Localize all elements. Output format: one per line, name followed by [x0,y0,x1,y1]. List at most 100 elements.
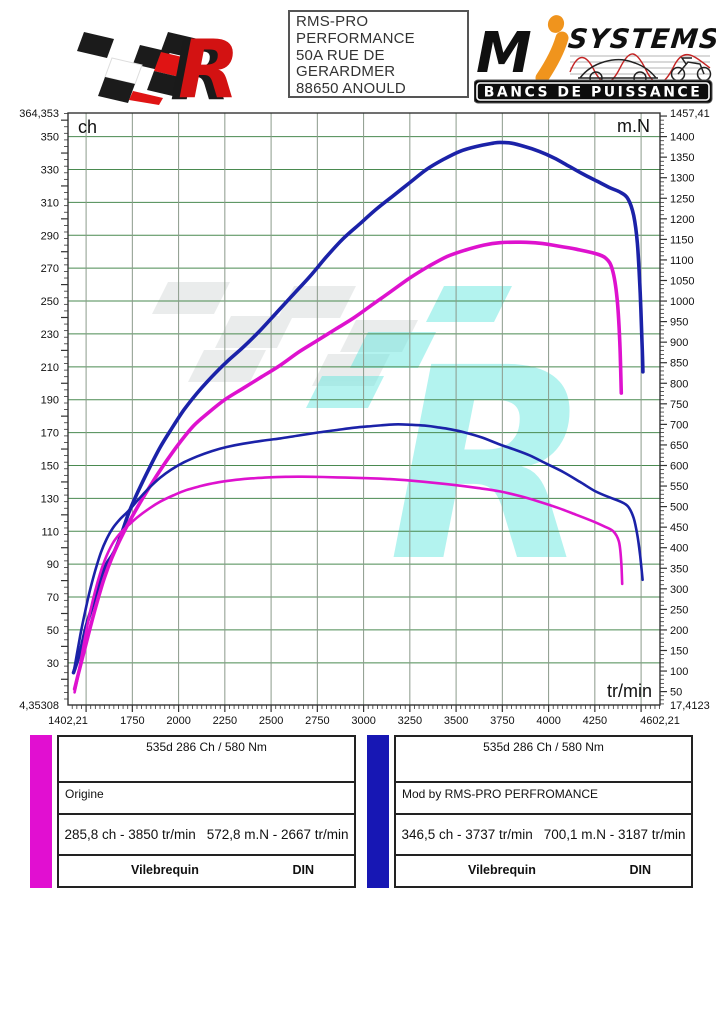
left-axis-label: 330 [41,164,59,176]
left-axis-label: 30 [47,658,59,670]
left-axis-label: 70 [47,592,59,604]
legend-origin-box: 535d 286 Ch / 580 Nm Origine 285,8 ch - … [57,735,356,888]
power-peak-value: 285,8 ch - 3850 tr/min [64,827,196,842]
right-axis-label: 950 [670,317,688,329]
address-line: RMS-PRO [296,13,369,30]
brand-i-orange [535,15,569,85]
x-axis-label: 2250 [213,715,237,727]
left-axis-label: 230 [41,329,59,341]
right-axis-label: 1300 [670,173,694,185]
x-axis-label: 1750 [120,715,144,727]
right-axis-label: 300 [670,584,688,596]
svg-text:R: R [170,25,232,106]
right-axis-label: 500 [670,502,688,514]
power-origin-curve [72,240,624,691]
right-axis-label: 1457,41 [670,108,710,120]
right-axis-label: 400 [670,543,688,555]
right-axis-label: 1000 [670,296,694,308]
norm-label: DIN [292,863,314,877]
legend-run-label: Origine [59,781,354,813]
x-axis-label: 4602,21 [640,715,680,727]
right-axis-label: 650 [670,440,688,452]
brand-systems: SYSTEMS [566,24,716,55]
left-axis-label: 110 [41,526,59,538]
mi-systems-logo: M SYSTEMS BANCS DE PUISSANCE [474,15,716,104]
right-axis-label: 700 [670,419,688,431]
address-line: PERFORMANCE [296,29,415,47]
address-line: GERARDMER [296,63,396,81]
banner-bancs-de-puissance: BANCS DE PUISSANCE [474,79,713,104]
x-axis-label: 3000 [351,715,375,727]
legend-modified-box: 535d 286 Ch / 580 Nm Mod by RMS-PRO PERF… [394,735,693,888]
left-axis-label: 190 [41,395,59,407]
svg-text:R: R [178,23,240,106]
left-axis-label: 290 [41,230,59,242]
torque-modified-curve [72,423,644,674]
right-axis-label: 150 [670,645,688,657]
right-axis-label: 600 [670,460,688,472]
left-axis-label: 130 [41,493,59,505]
banner-text: BANCS DE PUISSANCE [484,85,703,101]
left-axis-label: 210 [41,362,59,374]
right-axis-label: 1250 [670,193,694,205]
x-axis-label: 1402,21 [48,715,88,727]
right-axis-label: 550 [670,481,688,493]
rms-r-letter: R R [170,23,240,106]
legend-peaks: 346,5 ch - 3737 tr/min 700,1 m.N - 3187 … [396,813,691,854]
watermark-r-cyan: R [306,286,592,605]
left-axis-label: 364,353 [19,108,59,120]
right-axis-label: 450 [670,522,688,534]
x-axis-label: 3750 [490,715,514,727]
left-axis-label: 350 [41,132,59,144]
right-axis-label: 50 [670,687,682,699]
x-axis-label: 2000 [166,715,190,727]
right-axis-unit: m.N [617,116,650,136]
x-axis-label: 2500 [259,715,283,727]
right-axis-label: 900 [670,337,688,349]
shop-address-box: RMS-PRO PERFORMANCE 50A RUE DE GERARDMER… [288,10,469,98]
x-axis-label: 2750 [305,715,329,727]
legend-title: 535d 286 Ch / 580 Nm [146,740,267,754]
x-axis-label: 4250 [583,715,607,727]
right-axis-label: 1400 [670,132,694,144]
right-axis-label: 1100 [670,255,694,267]
x-axis-label: 4000 [536,715,560,727]
right-axis-label: 1350 [670,152,694,164]
right-axis-label: 17,4123 [670,700,710,712]
legend-peaks: 285,8 ch - 3850 tr/min 572,8 m.N - 2667 … [59,813,354,854]
left-axis-label: 250 [41,296,59,308]
dyno-chart: 1402,21 1750 2000 2250 2500 2750 3000 3250 3500 3… [19,108,710,727]
torque-peak-value: 572,8 m.N - 2667 tr/min [206,827,349,842]
right-axis-label: 750 [670,399,688,411]
left-axis-unit: ch [78,117,97,137]
right-axis-label: 250 [670,604,688,616]
x-axis-unit: tr/min [607,681,652,701]
x-axis-label: 3250 [398,715,422,727]
watermark-logo: R [152,282,592,605]
left-axis-label: 50 [47,625,59,637]
legend-footer: Vilebrequin DIN [59,854,354,884]
left-axis-label: 270 [41,263,59,275]
legend-run-label: Mod by RMS-PRO PERFROMANCE [396,781,691,813]
brand-m: M [476,21,532,86]
x-axis-label: 3500 [444,715,468,727]
measure-point-label: Vilebrequin [468,863,536,877]
torque-origin-curve [73,475,624,694]
right-axis-label: 1200 [670,214,694,226]
norm-label: DIN [629,863,651,877]
right-axis-label: 800 [670,378,688,390]
rms-checkered-flag-logo: R R [77,23,240,106]
left-axis-label: 150 [41,460,59,472]
right-axis-label: 200 [670,625,688,637]
torque-peak-value: 700,1 m.N - 3187 tr/min [543,827,686,842]
svg-text:R: R [388,312,592,605]
left-axis-label: 90 [47,559,59,571]
address-line: 88650 ANOULD [296,80,406,98]
legend-footer: Vilebrequin DIN [396,854,691,884]
right-axis-label: 850 [670,358,688,370]
legend-modified-color-bar [367,735,389,888]
right-axis-label: 100 [670,666,688,678]
right-axis-label: 1050 [670,275,694,287]
legend-title: 535d 286 Ch / 580 Nm [483,740,604,754]
left-axis-label: 4,35308 [19,700,59,712]
